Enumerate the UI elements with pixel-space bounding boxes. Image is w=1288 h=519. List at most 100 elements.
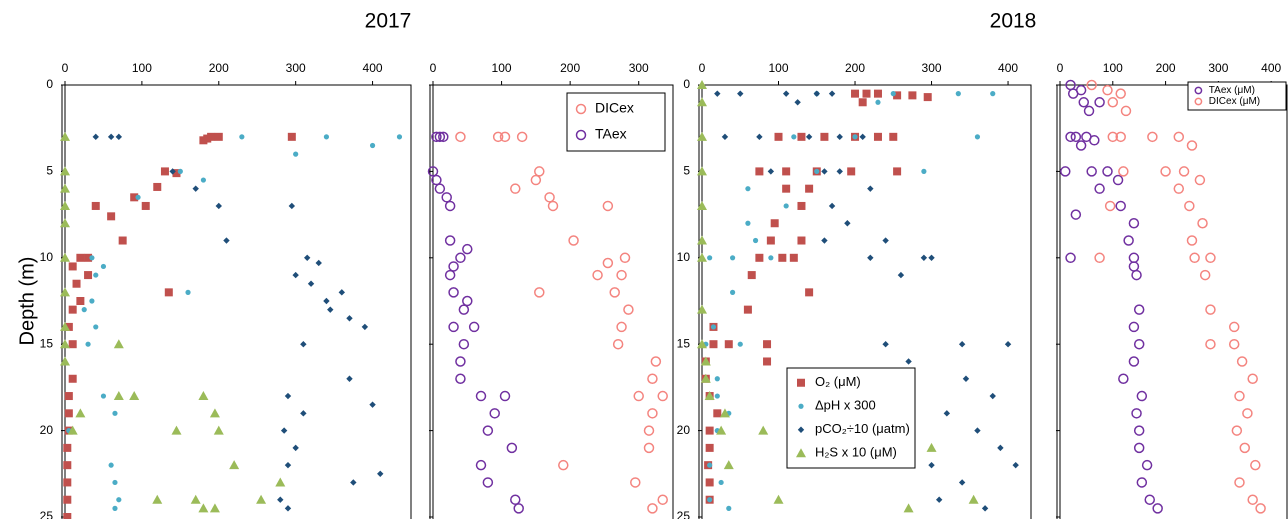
square-marker (91, 201, 100, 210)
open-circle-marker (558, 459, 569, 471)
square-marker (64, 392, 73, 401)
square-marker (782, 184, 791, 193)
open-circle-marker (1205, 252, 1216, 264)
open-circle-marker (1152, 503, 1163, 514)
dot-marker (714, 393, 720, 399)
dot-marker (737, 341, 743, 347)
diamond-marker (714, 90, 721, 97)
plot-frame (1056, 84, 1288, 519)
open-circle-marker (499, 390, 511, 402)
open-circle-marker (444, 269, 456, 281)
diamond-marker (794, 99, 801, 106)
open-circle-marker (1115, 200, 1126, 212)
open-circle-marker (1078, 97, 1090, 108)
y-axis-label: Depth (m) (16, 257, 38, 346)
open-circle-marker (1065, 252, 1076, 264)
open-circle-marker (657, 390, 668, 402)
open-circle-marker (492, 131, 504, 143)
dot-marker (955, 91, 961, 97)
triangle-marker (697, 166, 707, 176)
x-tick-label: 300 (922, 61, 942, 75)
square-marker (858, 98, 867, 107)
open-circle-marker (448, 287, 459, 298)
dot-marker (875, 99, 881, 105)
open-circle-marker (534, 166, 545, 177)
dot-marker (783, 203, 789, 209)
open-circle-marker (1070, 131, 1082, 143)
open-circle-marker (643, 425, 655, 436)
diamond-marker (284, 505, 292, 512)
square-marker (713, 409, 722, 418)
triangle-marker (198, 391, 209, 401)
dot-marker (177, 168, 183, 174)
open-circle-marker (1133, 338, 1145, 350)
diamond-marker (844, 220, 851, 227)
open-circle-marker (1115, 131, 1126, 143)
open-circle-marker (1128, 252, 1140, 264)
legend-label: DICex (595, 100, 634, 116)
open-circle-marker (1133, 442, 1145, 454)
dot-marker (752, 237, 759, 244)
square-marker (153, 182, 162, 191)
open-circle-marker (1186, 235, 1198, 246)
open-circle-marker (619, 252, 631, 264)
panel-title: 2018 (990, 10, 1037, 33)
dot-marker (707, 462, 713, 468)
diamond-marker (782, 90, 790, 97)
open-circle-marker (1231, 425, 1243, 436)
triangle-marker (697, 304, 707, 314)
diamond-marker (943, 410, 951, 417)
open-circle-marker (1118, 373, 1129, 385)
y-tick-label: 10 (40, 250, 54, 264)
open-circle-marker (1083, 105, 1095, 117)
x-tick-label: 400 (363, 61, 383, 75)
x-tick-label: 200 (560, 61, 580, 75)
dot-marker (239, 134, 245, 140)
open-circle-marker (1089, 135, 1100, 146)
x-tick-label: 100 (768, 61, 788, 75)
diamond-marker (280, 427, 288, 434)
open-circle-marker (444, 235, 456, 246)
x-tick-label: 200 (209, 61, 229, 75)
square-marker (747, 271, 756, 280)
open-circle-marker (534, 287, 545, 298)
diamond-marker (935, 496, 943, 503)
diamond-marker (277, 496, 284, 503)
square-marker (76, 253, 85, 262)
dot-marker (730, 289, 736, 295)
open-circle-marker (516, 131, 528, 143)
y-tick-label: 5 (46, 164, 53, 178)
open-circle-marker (1112, 174, 1124, 186)
panel: 0 100 200 300 DICex TAex (427, 61, 674, 519)
dot-marker (852, 134, 858, 140)
open-circle-marker (1228, 338, 1240, 350)
square-marker (862, 89, 871, 98)
dot-marker (745, 186, 751, 192)
square-marker (763, 340, 772, 349)
dot-marker (89, 298, 95, 304)
diamond-marker (867, 185, 874, 192)
open-circle-marker (647, 408, 658, 419)
open-circle-marker (1197, 217, 1208, 229)
open-circle-marker (475, 390, 487, 402)
x-tick-label: 400 (1261, 61, 1281, 75)
open-circle-marker (1205, 338, 1216, 350)
diamond-marker (300, 341, 307, 348)
x-tick-label: 100 (1103, 61, 1123, 75)
dot-marker (112, 410, 118, 416)
open-circle-marker (475, 459, 487, 471)
open-circle-marker (1194, 174, 1206, 186)
diamond-marker (928, 461, 935, 469)
square-marker (847, 167, 856, 176)
triangle-marker (171, 425, 182, 435)
open-circle-marker (434, 183, 446, 194)
diamond-marker (958, 341, 966, 348)
triangle-marker (903, 503, 914, 513)
triangle-marker (190, 494, 201, 504)
square-marker (172, 169, 181, 178)
open-circle-marker (482, 425, 494, 436)
square-marker (199, 136, 208, 145)
dot-marker (974, 134, 981, 140)
triangle-marker (113, 391, 124, 401)
square-marker (63, 495, 72, 504)
